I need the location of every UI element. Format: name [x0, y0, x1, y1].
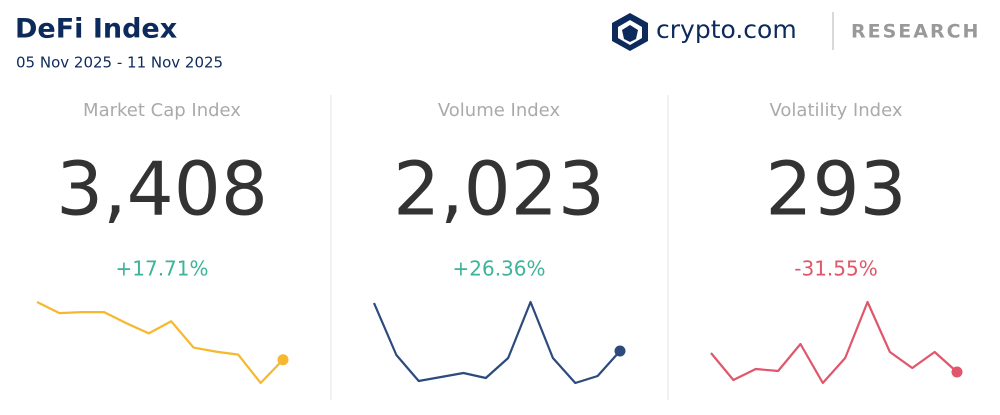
card-title: Volatility Index: [769, 100, 902, 121]
change: +26.36%: [452, 257, 545, 281]
change: +17.71%: [115, 257, 208, 281]
big-number: 2,023: [393, 147, 605, 233]
sparkline: [710, 300, 958, 385]
big-number: 3,408: [56, 147, 268, 233]
sparkline: [36, 301, 284, 385]
last-point: [951, 366, 963, 378]
card-title: Volume Index: [438, 100, 561, 121]
card-title: Market Cap Index: [83, 100, 241, 121]
change: -31.55%: [794, 257, 877, 281]
big-number: 293: [765, 147, 906, 233]
subtitle: 05 Nov 2025 - 11 Nov 2025: [16, 54, 223, 72]
logo-icon: [612, 13, 648, 51]
last-point: [277, 354, 289, 366]
brand: crypto.com: [656, 15, 797, 44]
title: DeFi Index: [15, 14, 177, 45]
sparkline: [372, 300, 621, 385]
last-point: [614, 345, 626, 357]
section: RESEARCH: [851, 21, 980, 43]
